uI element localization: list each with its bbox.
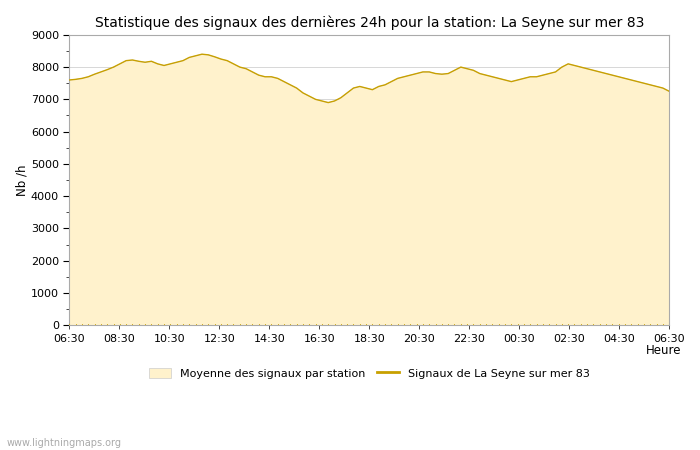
- Y-axis label: Nb /h: Nb /h: [15, 164, 28, 196]
- Text: www.lightningmaps.org: www.lightningmaps.org: [7, 438, 122, 448]
- X-axis label: Heure: Heure: [645, 344, 681, 357]
- Legend: Moyenne des signaux par station, Signaux de La Seyne sur mer 83: Moyenne des signaux par station, Signaux…: [144, 364, 594, 383]
- Title: Statistique des signaux des dernières 24h pour la station: La Seyne sur mer 83: Statistique des signaux des dernières 24…: [94, 15, 644, 30]
